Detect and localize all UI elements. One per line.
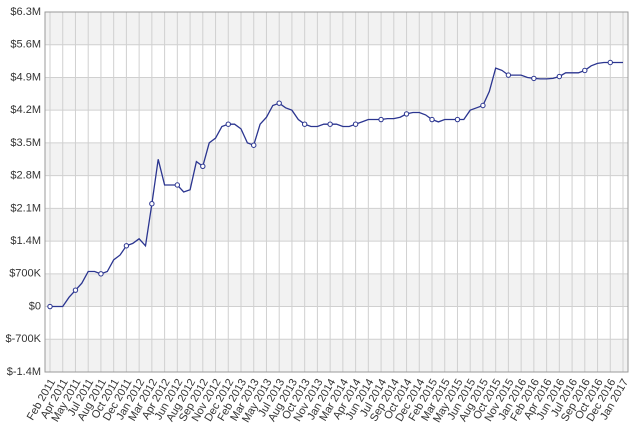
data-point	[149, 200, 155, 207]
grid-band	[45, 142, 628, 176]
plot-border	[44, 11, 629, 373]
y-tick-label: $6.3M	[10, 6, 41, 18]
y-tick-label: $2.1M	[10, 202, 41, 214]
y-tick-label: $1.4M	[10, 235, 41, 247]
grid-band	[45, 208, 628, 242]
data-point	[123, 243, 130, 249]
data-point	[378, 116, 384, 123]
y-tick-label: $0	[29, 300, 41, 312]
data-point	[174, 182, 181, 188]
y-tick-label: $5.6M	[10, 39, 41, 51]
data-point	[607, 59, 613, 66]
y-tick-label: $2.8M	[10, 170, 41, 182]
grid-band	[45, 339, 628, 372]
grid-band	[45, 12, 628, 45]
y-tick-label: $4.9M	[10, 71, 41, 83]
data-line	[50, 61, 623, 308]
data-point	[98, 271, 104, 277]
data-point	[352, 121, 359, 127]
data-point	[72, 287, 79, 293]
data-point	[531, 75, 537, 82]
data-point	[505, 72, 512, 78]
y-tick-label: $4.2M	[10, 104, 41, 116]
y-tick-label: $700K	[9, 268, 41, 280]
data-point	[200, 163, 206, 169]
y-tick-label: $3.5M	[10, 137, 41, 149]
data-point	[276, 100, 282, 106]
data-point	[429, 116, 435, 123]
y-tick-label: $-1.4M	[7, 366, 41, 378]
data-point	[225, 121, 231, 127]
data-point	[301, 121, 308, 127]
data-point	[327, 121, 333, 127]
data-point	[403, 111, 410, 117]
plot-area	[45, 12, 628, 372]
grid-band	[45, 77, 628, 111]
grid-band	[45, 273, 628, 307]
data-point	[480, 102, 486, 109]
data-point	[47, 303, 53, 310]
y-tick-label: $-700K	[6, 333, 42, 345]
data-point	[556, 73, 563, 80]
data-point	[251, 142, 257, 148]
data-point	[454, 116, 461, 123]
data-point	[582, 67, 588, 74]
